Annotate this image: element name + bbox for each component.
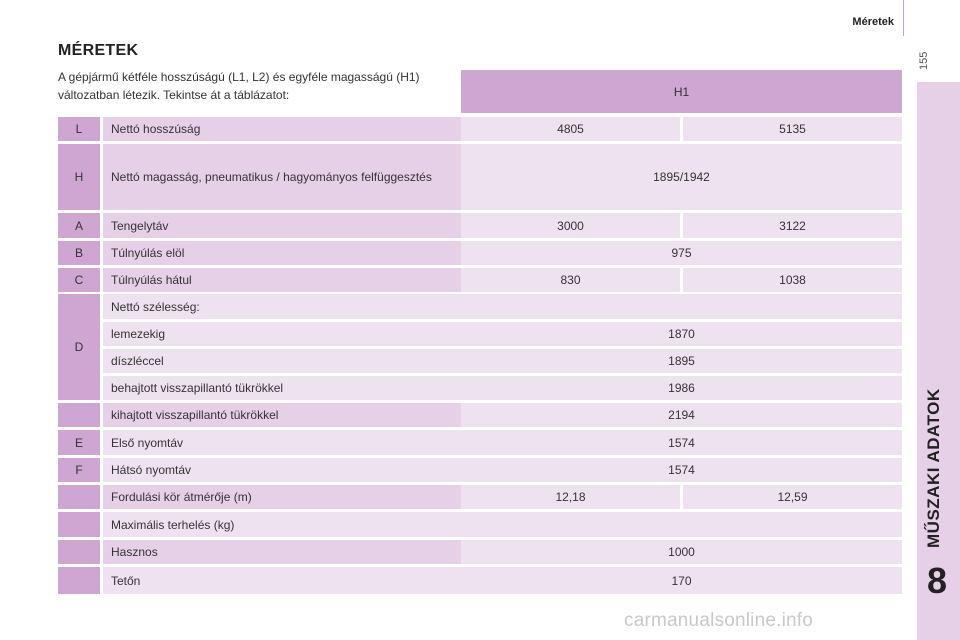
value-l2: 5135	[683, 117, 902, 141]
table-row: behajtott visszapillantó tükrökkel 1986	[58, 376, 902, 400]
row-label: kihajtott visszapillantó tükrökkel	[103, 403, 516, 427]
chapter-number: 8	[926, 560, 948, 601]
table-row: A Tengelytáv 3000 3122	[58, 213, 902, 238]
row-label: díszléccel	[103, 349, 516, 373]
chapter-title: MŰSZAKI ADATOK	[924, 388, 943, 548]
value-wide: 1000	[461, 540, 902, 564]
table-row: B Túlnyúlás elöl 975	[58, 241, 902, 265]
row-letter	[58, 540, 100, 564]
row-label: Maximális terhelés (kg)	[103, 512, 516, 537]
row-letter: A	[58, 213, 100, 238]
row-label: lemezekig	[103, 322, 516, 346]
table-row: díszléccel 1895	[58, 349, 902, 373]
value-wide: 1870	[461, 322, 902, 346]
value-wide: 170	[461, 567, 902, 594]
row-label: Túlnyúlás hátul	[103, 268, 516, 292]
value-l2: 3122	[683, 213, 902, 238]
value-wide: 1895/1942	[461, 144, 902, 210]
value-wide	[461, 512, 902, 537]
table-row: Tetőn 170	[58, 567, 902, 594]
watermark: carmanualsonline.info	[624, 610, 814, 631]
section-header: Méretek	[852, 16, 894, 28]
row-label: Tengelytáv	[103, 213, 516, 238]
value-l2: 12,59	[683, 485, 902, 509]
value-wide: 1574	[461, 458, 902, 482]
table-row: Maximális terhelés (kg)	[58, 512, 902, 537]
value-l1: 830	[461, 268, 680, 292]
row-label: Nettó magasság, pneumatikus / hagyományo…	[103, 144, 516, 210]
page-number: 155	[918, 52, 930, 70]
value-l2: 1038	[683, 268, 902, 292]
page-title: MÉRETEK	[58, 42, 139, 59]
row-letter: H	[58, 144, 100, 210]
table-row: C Túlnyúlás hátul 830 1038	[58, 268, 902, 292]
row-label: Túlnyúlás elöl	[103, 241, 516, 265]
row-label: Nettó szélesség:	[103, 294, 516, 319]
row-letter	[58, 567, 100, 594]
value-wide: 975	[461, 241, 902, 265]
value-wide: 2194	[461, 403, 902, 427]
table-row: H Nettó magasság, pneumatikus / hagyomán…	[58, 144, 902, 210]
row-letter	[58, 403, 100, 427]
row-letter: C	[58, 268, 100, 292]
row-letter	[58, 485, 100, 509]
row-label: Hátsó nyomtáv	[103, 458, 516, 482]
intro-text: A gépjármű kétféle hosszúságú (L1, L2) é…	[58, 70, 420, 102]
table-row: E Első nyomtáv 1574	[58, 430, 902, 455]
table-row: Fordulási kör átmérője (m) 12,18 12,59	[58, 485, 902, 509]
row-letter: E	[58, 430, 100, 455]
table-row: L Nettó hosszúság 4805 5135	[58, 117, 902, 141]
value-l1: 12,18	[461, 485, 680, 509]
value-wide: 1574	[461, 430, 902, 455]
row-letter	[58, 512, 100, 537]
value-wide: 1986	[461, 376, 902, 400]
value-l1: 3000	[461, 213, 680, 238]
row-letter: B	[58, 241, 100, 265]
column-header-h1: H1	[461, 70, 902, 113]
table-row: F Hátsó nyomtáv 1574	[58, 458, 902, 482]
header-divider	[903, 0, 904, 36]
row-label: Tetőn	[103, 567, 516, 594]
row-label: Hasznos	[103, 540, 516, 564]
row-label: behajtott visszapillantó tükrökkel	[103, 376, 516, 400]
row-label: Nettó hosszúság	[103, 117, 516, 141]
row-letter: L	[58, 117, 100, 141]
table-row: lemezekig 1870	[58, 322, 902, 346]
chapter-side-band	[917, 82, 960, 640]
value-l1: 4805	[461, 117, 680, 141]
value-wide	[461, 294, 902, 319]
row-label: Fordulási kör átmérője (m)	[103, 485, 516, 509]
row-label: Első nyomtáv	[103, 430, 516, 455]
row-letter: F	[58, 458, 100, 482]
table-row: Hasznos 1000	[58, 540, 902, 564]
table-row: kihajtott visszapillantó tükrökkel 2194	[58, 403, 902, 427]
row-letter-d: D	[58, 294, 100, 400]
page-number-text: 155	[918, 51, 930, 70]
table-row: Nettó szélesség:	[58, 294, 902, 319]
value-wide: 1895	[461, 349, 902, 373]
